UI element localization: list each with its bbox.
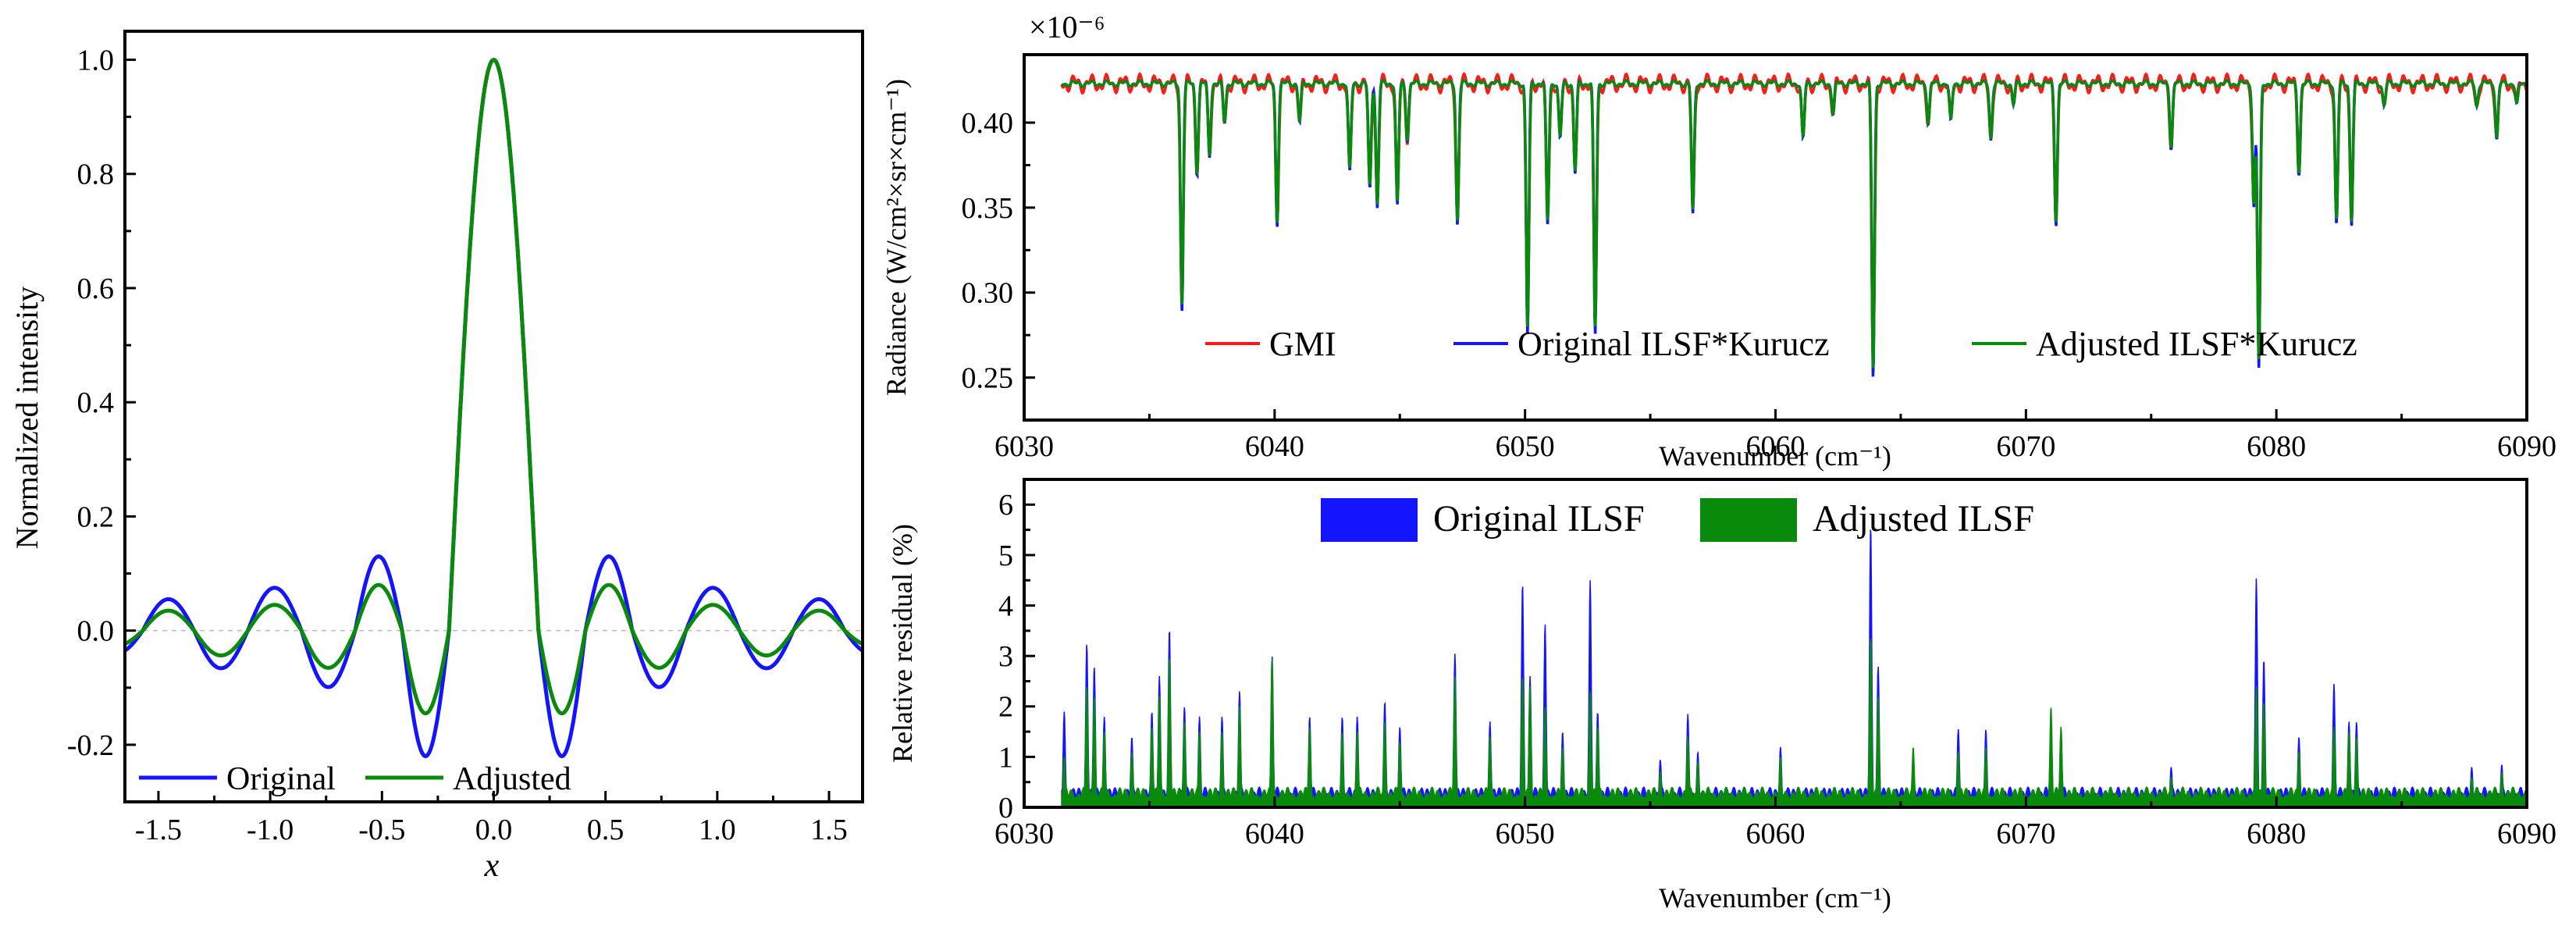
radiance-scale-label: ×10⁻⁶ (1029, 9, 1105, 45)
radiance-x-tick-label: 6050 (1496, 430, 1555, 463)
ilsf-y-tick-label: 1.0 (77, 44, 115, 77)
ilsf-x-tick-label: 0.5 (587, 814, 624, 846)
radiance-x-tick-label: 6040 (1245, 430, 1304, 463)
radiance-series-2 (1060, 78, 2528, 369)
ilsf-x-axis-label: x (484, 848, 500, 884)
ilsf-x-tick-label: -1.0 (247, 814, 294, 846)
radiance-y-tick-label: 0.40 (962, 107, 1014, 140)
radiance-plot-area (1060, 72, 2528, 377)
radiance-x-axis-label: Wavenumber (cm⁻¹) (1659, 440, 1891, 472)
residual-series-0 (1061, 529, 2528, 808)
radiance-ticks: 6030 6040 6050 6060 6070 6080 6090 0.25 0.30 0.35… (962, 107, 2557, 463)
radiance-series-0 (1060, 72, 2528, 358)
panel-residual: 6030 6040 6050 6060 6070 6080 6090 0 1 2 3 4 5 6 Rela… (887, 478, 2556, 914)
residual-x-tick-label: 6090 (2497, 817, 2556, 850)
ilsf-y-tick-label: 0.4 (77, 386, 115, 419)
radiance-y-tick-label: 0.25 (962, 362, 1014, 395)
legend-label-original-kurucz: Original ILSF*Kurucz (1517, 325, 1830, 363)
legend-label-adjusted-ilsf: Adjusted ILSF (1813, 498, 2034, 540)
residual-x-tick-label: 6030 (994, 817, 1054, 850)
ilsf-series-original (123, 57, 864, 759)
residual-x-tick-label: 6050 (1496, 817, 1555, 850)
residual-y-tick-label: 1 (998, 741, 1013, 774)
ilsf-axes-frame (123, 30, 864, 803)
ilsf-x-tick-label: 1.0 (699, 814, 736, 846)
residual-legend: Original ILSF Adjusted ILSF (1321, 498, 2034, 542)
ilsf-series-adjusted (124, 57, 863, 716)
ilsf-y-axis-label: Normalized intensity (9, 287, 44, 550)
radiance-y-tick-label: 0.35 (962, 192, 1014, 225)
residual-y-tick-label: 6 (998, 489, 1013, 522)
residual-ticks: 6030 6040 6050 6060 6070 6080 6090 0 1 2 3 4 5 6 (994, 489, 2556, 850)
radiance-x-tick-label: 6080 (2247, 430, 2306, 463)
legend-swatch-original-ilsf (1321, 498, 1418, 542)
radiance-x-tick-label: 6090 (2497, 430, 2556, 463)
legend-label-gmi: GMI (1269, 325, 1336, 363)
ilsf-x-tick-label: -1.5 (135, 814, 182, 846)
ilsf-x-tick-label: 1.5 (810, 814, 848, 846)
radiance-x-tick-label: 6030 (994, 430, 1054, 463)
residual-x-tick-label: 6040 (1245, 817, 1304, 850)
residual-y-tick-label: 3 (998, 640, 1013, 673)
residual-x-tick-label: 6060 (1746, 817, 1806, 850)
ilsf-plot-area (123, 57, 864, 759)
panel-ilsf: -1.5 -1.0 -0.5 0.0 0.5 1.0 1.5 -0.2 0.0 0.2 0.4 0.6… (9, 30, 864, 884)
residual-y-axis-label: Relative residual (%) (887, 524, 918, 763)
ilsf-ticks: -1.5 -1.0 -0.5 0.0 0.5 1.0 1.5 -0.2 0.0 0.2 0.4 0.6… (67, 44, 848, 846)
radiance-y-axis-label: Radiance (W/cm²×sr×cm⁻¹) (881, 79, 912, 396)
ilsf-y-tick-label: 0.0 (77, 615, 115, 648)
residual-plot-area (1061, 529, 2528, 808)
residual-y-tick-label: 4 (998, 589, 1013, 622)
residual-y-tick-label: 0 (998, 792, 1013, 824)
residual-x-axis-label: Wavenumber (cm⁻¹) (1659, 882, 1891, 914)
residual-x-tick-label: 6070 (1996, 817, 2055, 850)
panel-radiance: 6030 6040 6050 6060 6070 6080 6090 0.25 0.30 0.35… (881, 9, 2556, 472)
legend-label-original-ilsf: Original ILSF (1433, 498, 1645, 540)
ilsf-x-tick-label: -0.5 (358, 814, 405, 846)
ilsf-legend: Original Adjusted (139, 761, 571, 797)
radiance-x-tick-label: 6070 (1996, 430, 2055, 463)
legend-label-adjusted-kurucz: Adjusted ILSF*Kurucz (2036, 325, 2357, 363)
ilsf-y-tick-label: 0.8 (77, 158, 115, 191)
ilsf-x-tick-label: 0.0 (475, 814, 513, 846)
residual-y-tick-label: 2 (998, 691, 1013, 724)
radiance-legend: GMI Original ILSF*Kurucz Adjusted ILSF*K… (1205, 325, 2357, 363)
radiance-y-tick-label: 0.30 (962, 277, 1014, 310)
residual-series-1 (1061, 639, 2528, 808)
radiance-x-tick-label: 6060 (1746, 430, 1806, 463)
residual-y-tick-label: 5 (998, 540, 1013, 572)
legend-label-adjusted: Adjusted (453, 761, 571, 797)
ilsf-y-tick-label: 0.2 (77, 500, 115, 533)
ilsf-y-tick-label: -0.2 (67, 729, 114, 762)
residual-x-tick-label: 6080 (2247, 817, 2306, 850)
ilsf-y-tick-label: 0.6 (77, 272, 115, 305)
legend-swatch-adjusted-ilsf (1700, 498, 1797, 542)
legend-label-original: Original (226, 761, 336, 797)
